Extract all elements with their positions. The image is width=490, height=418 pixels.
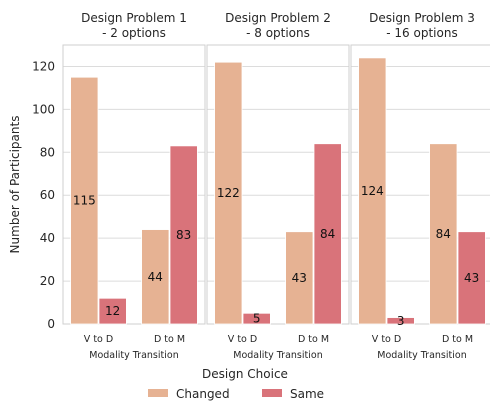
x-tick-2-1: D to M (442, 334, 473, 345)
y-tick-0: 0 (47, 317, 55, 331)
bar-0-1-0 (141, 229, 170, 325)
y-tick-5: 100 (32, 102, 55, 116)
bar-2-1-1 (457, 231, 486, 325)
bar-0-1-1 (169, 145, 198, 325)
bar-label-0-1-1: 83 (176, 228, 191, 242)
y-tick-4: 80 (40, 145, 55, 159)
x-tick-1-1: D to M (298, 334, 329, 345)
bar-1-0-0 (214, 61, 243, 325)
bar-1-1-0 (285, 231, 314, 325)
bar-label-2-1-1: 43 (464, 271, 479, 285)
legend-swatch-1 (262, 389, 282, 397)
bar-0-0-1 (98, 297, 127, 325)
panel-frame-1 (206, 44, 350, 325)
bar-label-2-0-0: 124 (361, 184, 384, 198)
panel-title-0: Design Problem 1 (81, 11, 187, 25)
y-tick-3: 60 (40, 188, 55, 202)
bar-label-1-1-1: 84 (320, 227, 335, 241)
bar-label-0-0-1: 12 (105, 304, 120, 318)
bar-label-2-0-1: 3 (397, 314, 405, 328)
x-axis-label-1: Modality Transition (233, 350, 322, 361)
legend-swatch-0 (148, 389, 168, 397)
panel-frame-2 (350, 44, 490, 325)
y-tick-2: 40 (40, 231, 55, 245)
bar-1-1-1 (313, 143, 342, 325)
bar-label-0-0-0: 115 (73, 194, 96, 208)
x-tick-0-0: V to D (84, 334, 113, 345)
x-tick-0-1: D to M (154, 334, 185, 345)
bar-label-1-1-0: 43 (292, 271, 307, 285)
bar-2-1-0 (429, 143, 458, 325)
legend-label-1: Same (290, 387, 324, 401)
bar-label-2-1-0: 84 (436, 227, 451, 241)
x-axis-label-2: Modality Transition (377, 350, 466, 361)
y-tick-6: 120 (32, 59, 55, 73)
x-axis-label-0: Modality Transition (89, 350, 178, 361)
panel-frame-0 (62, 44, 206, 325)
bar-2-0-1 (386, 317, 415, 325)
panel-title-1: Design Problem 2 (225, 11, 331, 25)
panel-title-2: Design Problem 3 (369, 11, 475, 25)
bar-1-0-1 (242, 312, 271, 325)
bar-label-1-0-1: 5 (253, 312, 261, 326)
legend-label-0: Changed (176, 387, 230, 401)
x-tick-1-0: V to D (228, 334, 257, 345)
panel-subtitle-1: - 8 options (246, 26, 310, 40)
bar-label-0-1-0: 44 (148, 270, 163, 284)
bar-2-0-0 (358, 57, 387, 325)
panel-subtitle-0: - 2 options (102, 26, 166, 40)
y-axis-label: Number of Participants (8, 116, 22, 254)
legend-title: Design Choice (202, 367, 288, 381)
x-tick-2-0: V to D (372, 334, 401, 345)
bar-label-1-0-0: 122 (217, 186, 240, 200)
panel-subtitle-2: - 16 options (386, 26, 457, 40)
y-tick-1: 20 (40, 274, 55, 288)
bar-0-0-0 (70, 76, 99, 325)
